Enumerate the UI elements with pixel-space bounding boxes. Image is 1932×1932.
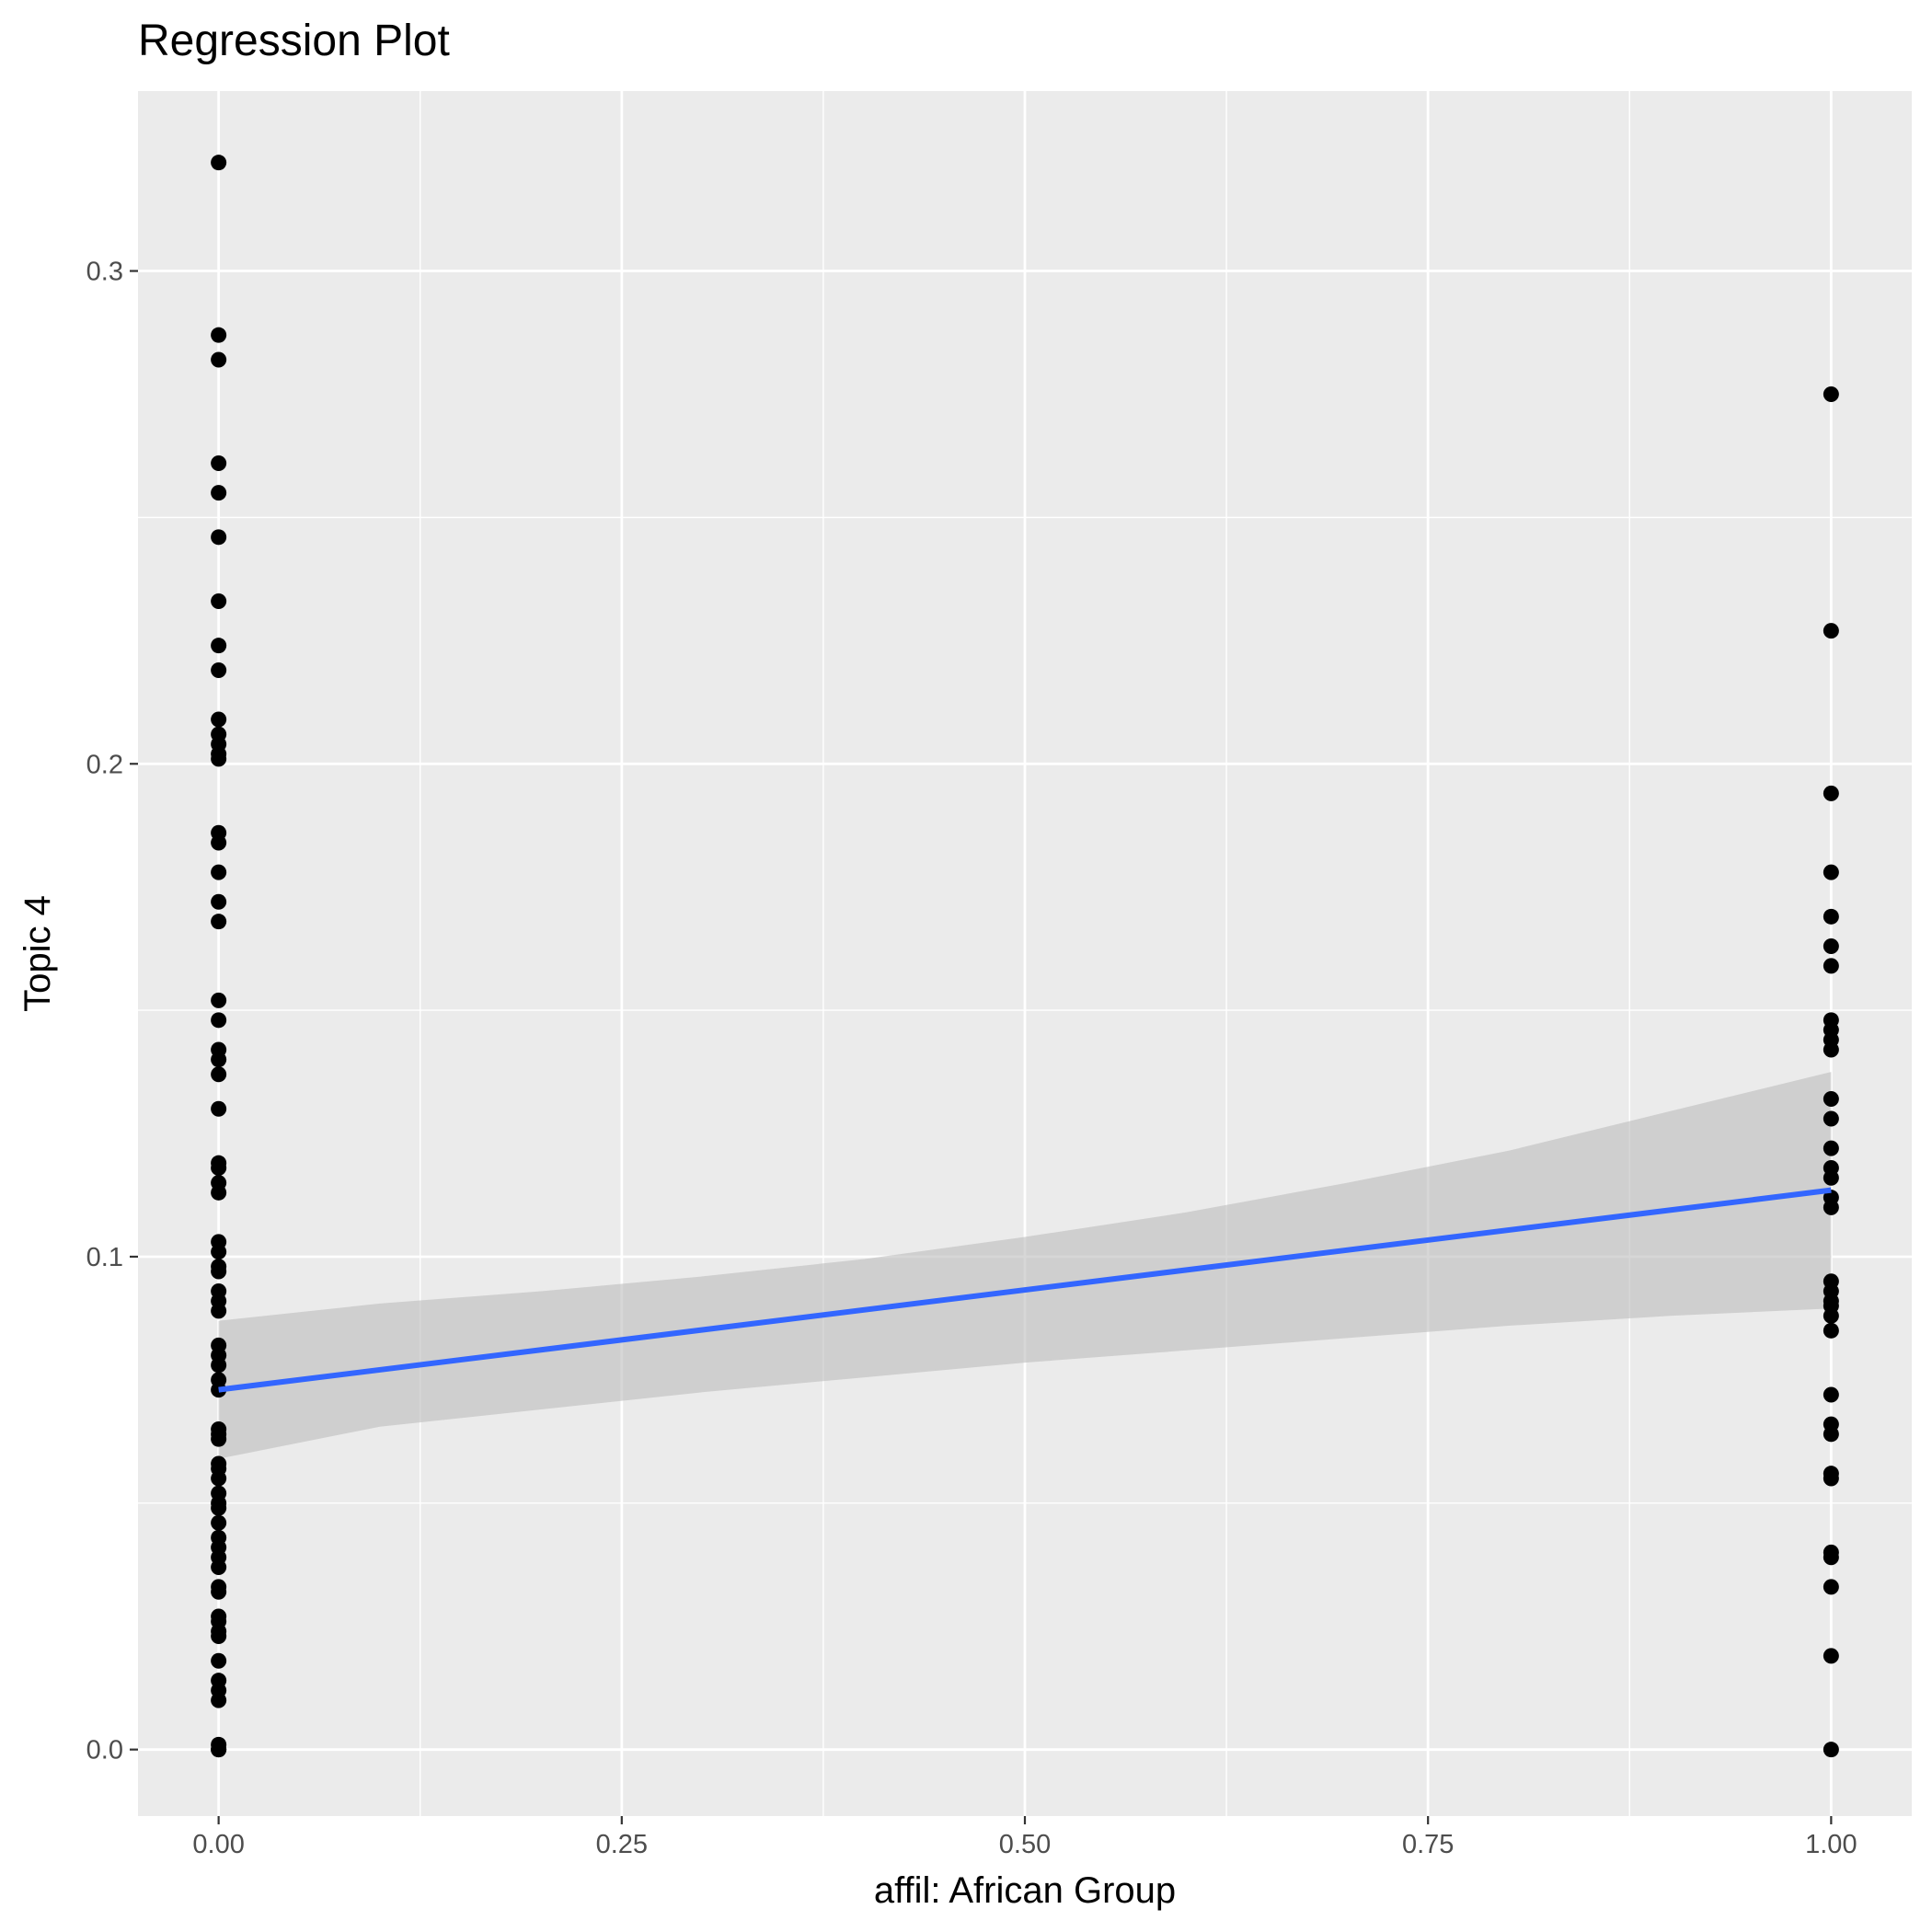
data-point bbox=[1823, 958, 1839, 974]
data-point bbox=[211, 711, 227, 728]
x-tick-label: 0.75 bbox=[1402, 1830, 1454, 1859]
data-point bbox=[211, 1742, 227, 1758]
data-point bbox=[211, 485, 227, 501]
data-point bbox=[211, 893, 227, 910]
x-tick-label: 0.00 bbox=[192, 1830, 244, 1859]
data-point bbox=[211, 751, 227, 767]
data-point bbox=[211, 592, 227, 609]
y-tick-label: 0.0 bbox=[86, 1736, 123, 1765]
data-point bbox=[211, 351, 227, 368]
data-point bbox=[211, 327, 227, 343]
y-axis-title: Topic 4 bbox=[17, 895, 58, 1012]
data-point bbox=[1823, 1579, 1839, 1595]
data-point bbox=[211, 1303, 227, 1319]
x-tick-label: 0.50 bbox=[999, 1830, 1051, 1859]
data-point bbox=[1823, 1169, 1839, 1186]
chart-title: Regression Plot bbox=[138, 17, 450, 65]
data-point bbox=[211, 1100, 227, 1117]
data-point bbox=[211, 1184, 227, 1201]
data-point bbox=[1823, 908, 1839, 925]
data-point bbox=[211, 1263, 227, 1280]
data-point bbox=[1823, 1307, 1839, 1324]
data-point bbox=[211, 1160, 227, 1177]
data-point bbox=[1823, 1322, 1839, 1339]
data-point bbox=[1823, 1140, 1839, 1156]
data-point bbox=[1823, 1041, 1839, 1058]
x-axis-title: affil: African Group bbox=[874, 1870, 1176, 1911]
data-point bbox=[211, 1012, 227, 1029]
data-point bbox=[211, 1052, 227, 1068]
y-tick-label: 0.2 bbox=[86, 750, 123, 779]
data-point bbox=[1823, 1470, 1839, 1487]
data-point bbox=[211, 454, 227, 471]
data-point bbox=[1823, 1110, 1839, 1127]
data-point bbox=[211, 1066, 227, 1083]
y-axis: 0.0 0.1 0.2 0.3 bbox=[86, 258, 138, 1765]
confidence-band bbox=[218, 1072, 1832, 1459]
x-tick-label: 0.25 bbox=[596, 1830, 648, 1859]
data-point bbox=[211, 1244, 227, 1260]
y-tick-label: 0.1 bbox=[86, 1243, 123, 1272]
data-point bbox=[1823, 385, 1839, 402]
data-points bbox=[211, 155, 1839, 1758]
y-tick-label: 0.3 bbox=[86, 258, 123, 287]
data-point bbox=[211, 1558, 227, 1575]
data-point bbox=[1823, 1426, 1839, 1443]
data-point bbox=[211, 914, 227, 930]
data-point bbox=[211, 638, 227, 654]
data-point bbox=[211, 864, 227, 880]
data-point bbox=[211, 1514, 227, 1531]
data-point bbox=[211, 1692, 227, 1708]
data-point bbox=[1823, 864, 1839, 880]
data-point bbox=[211, 1470, 227, 1487]
data-point bbox=[1823, 1091, 1839, 1108]
data-point bbox=[211, 1431, 227, 1447]
data-point bbox=[1823, 785, 1839, 801]
data-point bbox=[211, 661, 227, 678]
data-point bbox=[211, 1357, 227, 1374]
data-point bbox=[1823, 1549, 1839, 1566]
data-point bbox=[211, 1627, 227, 1644]
x-tick-label: 1.00 bbox=[1805, 1830, 1857, 1859]
data-point bbox=[1823, 937, 1839, 954]
data-point bbox=[211, 1500, 227, 1516]
data-point bbox=[1823, 1742, 1839, 1758]
x-axis: 0.00 0.25 0.50 0.75 1.00 bbox=[192, 1816, 1857, 1859]
data-point bbox=[211, 834, 227, 851]
data-point bbox=[211, 155, 227, 171]
data-point bbox=[1823, 1648, 1839, 1664]
data-point bbox=[1823, 623, 1839, 639]
data-point bbox=[211, 992, 227, 1008]
data-point bbox=[1823, 1199, 1839, 1215]
data-point bbox=[211, 1652, 227, 1669]
regression-line bbox=[218, 1187, 1832, 1393]
data-point bbox=[1823, 1386, 1839, 1403]
data-point bbox=[211, 1583, 227, 1600]
data-point bbox=[211, 529, 227, 546]
